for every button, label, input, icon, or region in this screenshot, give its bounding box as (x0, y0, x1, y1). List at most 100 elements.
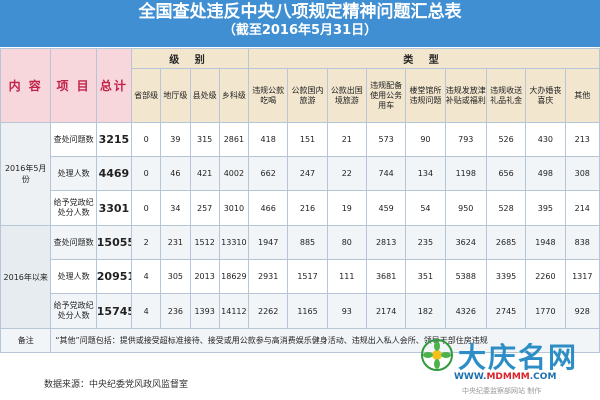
row-total: 15745 (95, 293, 133, 329)
cell-value: 656 (485, 156, 527, 191)
cell-value: 1770 (525, 293, 566, 329)
cell-value: 4326 (444, 293, 487, 329)
cell-value: 0 (131, 156, 162, 191)
cell-value: 213 (564, 122, 600, 157)
cell-value: 950 (444, 190, 487, 226)
cell-value: 1165 (287, 293, 328, 329)
cell-value: 2013 (189, 259, 220, 294)
cell-value: 14112 (218, 293, 250, 329)
table-row: 2016年5月份 查处问题数 3215 0 39 315 2861 418 15… (0, 122, 600, 226)
cell-value: 305 (160, 259, 191, 294)
cell-value: 231 (160, 225, 191, 260)
table-row: 给予党政纪处分人数 15745 4 236 1393 14112 2262 11… (1, 293, 600, 329)
cell-value: 315 (189, 122, 220, 157)
cell-value: 744 (365, 156, 407, 191)
cell-value: 90 (405, 122, 446, 157)
cell-value: 1512 (189, 225, 220, 260)
header-type: 违规收送礼品礼金 (485, 68, 527, 123)
cell-value: 2931 (248, 259, 289, 294)
section-ytd: 2016年以来 查处问题数 15055 2 231 1512 13310 194… (0, 225, 600, 329)
cell-value: 2 (131, 225, 162, 260)
table-row: 2016年以来 查处问题数 15055 2 231 1512 13310 194… (0, 225, 600, 329)
table-row: 处理人数 4469 0 46 421 4002 662 247 22 744 1… (1, 156, 600, 191)
cell-value: 2861 (218, 122, 250, 157)
header-level: 县处级 (189, 68, 220, 123)
cell-value: 111 (326, 259, 367, 294)
cell-value: 528 (485, 190, 527, 226)
header-item: 项 目 (50, 48, 97, 123)
cell-value: 498 (525, 156, 566, 191)
cell-value: 247 (287, 156, 328, 191)
period-label: 2016年以来 (0, 225, 52, 329)
note-row: 备注 “其他”问题包括：提供或接受超标准接待、接受或用公款参与高消费娱乐健身活动… (0, 328, 600, 353)
summary-table: 内 容 项 目 总计 级 别 类 型 省部级 地厅级 县处级 乡科级 违规公款吃… (0, 48, 600, 353)
cell-value: 80 (326, 225, 367, 260)
header-level: 乡科级 (218, 68, 250, 123)
cell-value: 13310 (218, 225, 250, 260)
table-row: 给予党政纪处分人数 3301 0 34 257 3010 466 216 19 … (1, 190, 600, 226)
cell-value: 21 (326, 122, 367, 157)
cell-value: 216 (287, 190, 328, 226)
row-total: 15055 (95, 225, 133, 260)
header-total: 总计 (95, 48, 133, 123)
cell-value: 3010 (218, 190, 250, 226)
cell-value: 421 (189, 156, 220, 191)
header-level: 省部级 (131, 68, 162, 123)
header-type: 公款国内旅游 (287, 68, 328, 123)
cell-value: 257 (189, 190, 220, 226)
flower-logo-icon (421, 339, 453, 371)
cell-value: 395 (525, 190, 566, 226)
cell-value: 885 (287, 225, 328, 260)
cell-value: 2745 (485, 293, 527, 329)
header-level: 地厅级 (160, 68, 191, 123)
page-title: 全国查处违反中央八项规定精神问题汇总表 (138, 2, 462, 22)
cell-value: 351 (405, 259, 446, 294)
cell-value: 5388 (444, 259, 487, 294)
cell-value: 1517 (287, 259, 328, 294)
row-total: 20951 (95, 259, 133, 294)
page-subtitle: （截至2016年5月31日） (222, 23, 378, 38)
cell-value: 662 (248, 156, 289, 191)
header-type: 违规公款吃喝 (248, 68, 289, 123)
row-item: 处理人数 (50, 259, 97, 294)
cell-value: 466 (248, 190, 289, 226)
header-type: 楼堂馆所违规问题 (405, 68, 446, 123)
note-label: 备注 (0, 328, 52, 353)
cell-value: 3395 (485, 259, 527, 294)
header-content: 内 容 (0, 48, 52, 123)
cell-value: 1198 (444, 156, 487, 191)
cell-value: 151 (287, 122, 328, 157)
row-total: 3215 (95, 122, 133, 157)
cell-value: 526 (485, 122, 527, 157)
data-source: 数据来源：中央纪委党风政风监督室 (44, 380, 189, 390)
cell-value: 430 (525, 122, 566, 157)
header-type: 其他 (564, 68, 600, 123)
cell-value: 1317 (564, 259, 600, 294)
section-may: 2016年5月份 查处问题数 3215 0 39 315 2861 418 15… (0, 122, 600, 226)
header-type: 公款出国境旅游 (326, 68, 367, 123)
cell-value: 3681 (365, 259, 407, 294)
note-text: “其他”问题包括：提供或接受超标准接待、接受或用公款参与高消费娱乐健身活动、违规… (50, 328, 600, 353)
cell-value: 4002 (218, 156, 250, 191)
cell-value: 2174 (365, 293, 407, 329)
cell-value: 18629 (218, 259, 250, 294)
watermark-footer: 中央纪委监察部网站 制作 (462, 387, 542, 395)
cell-value: 1947 (248, 225, 289, 260)
cell-value: 0 (131, 190, 162, 226)
cell-value: 134 (405, 156, 446, 191)
header-type: 大办婚丧喜庆 (525, 68, 566, 123)
header-level-group: 级 别 (131, 48, 250, 69)
header-type: 违规发放津补贴或福利 (444, 68, 487, 123)
row-total: 4469 (95, 156, 133, 191)
row-item: 给予党政纪处分人数 (50, 293, 97, 329)
header-type-group: 类 型 (248, 48, 600, 69)
cell-value: 2260 (525, 259, 566, 294)
cell-value: 4 (131, 293, 162, 329)
cell-value: 928 (564, 293, 600, 329)
cell-value: 2813 (365, 225, 407, 260)
cell-value: 0 (131, 122, 162, 157)
cell-value: 2262 (248, 293, 289, 329)
row-total: 3301 (95, 190, 133, 226)
cell-value: 573 (365, 122, 407, 157)
cell-value: 34 (160, 190, 191, 226)
